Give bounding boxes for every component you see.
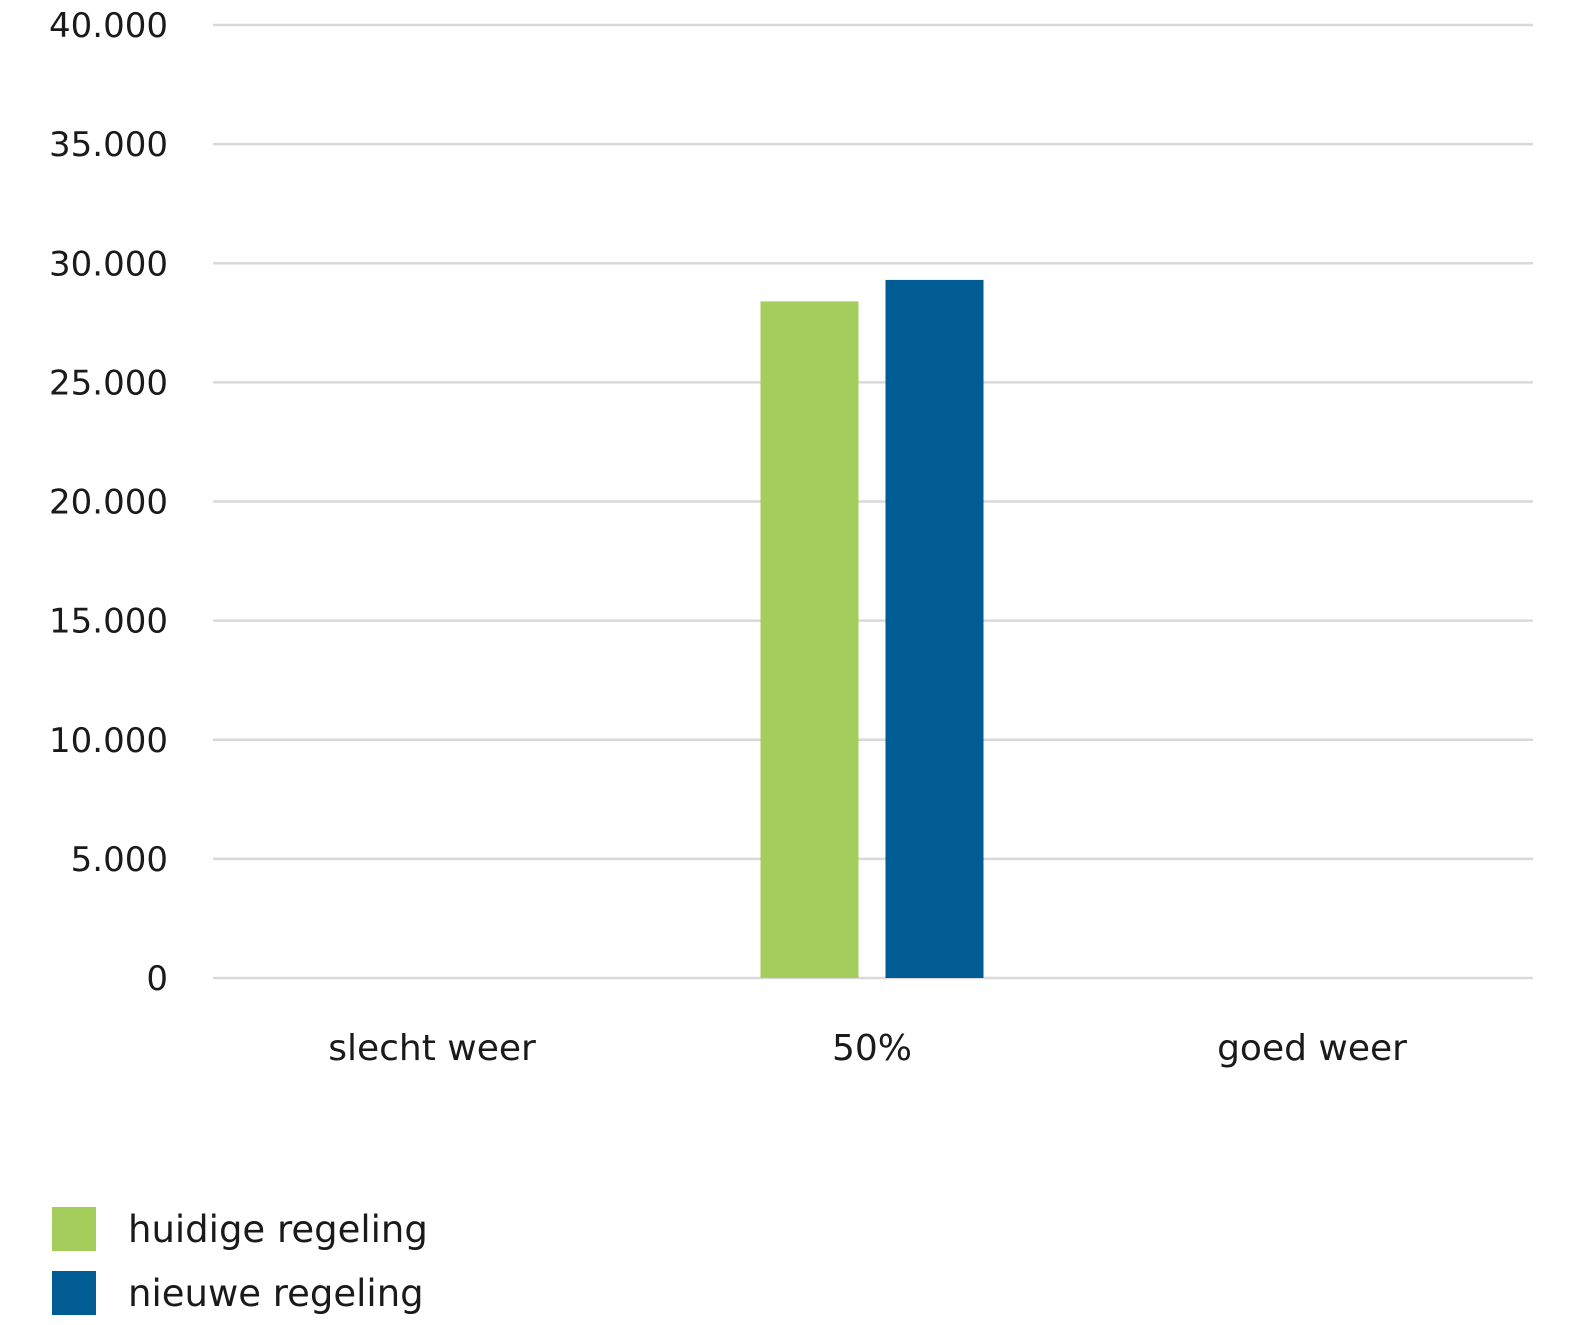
y-tick-label: 40.000 bbox=[49, 6, 168, 46]
y-tick-label: 20.000 bbox=[49, 483, 168, 523]
y-tick-label: 10.000 bbox=[49, 721, 168, 761]
y-tick-label: 5.000 bbox=[71, 840, 168, 880]
x-axis-category-labels: slecht weer 50% goed weer bbox=[328, 1028, 1407, 1069]
legend: huidige regeling nieuwe regeling bbox=[52, 1197, 428, 1325]
legend-item-huidige-regeling: huidige regeling bbox=[52, 1197, 428, 1261]
x-category-label: 50% bbox=[832, 1028, 912, 1069]
bar-chart: 0 5.000 10.000 15.000 20.000 25.000 30.000 35.0… bbox=[49, 6, 1533, 1069]
y-tick-label: 35.000 bbox=[49, 125, 168, 165]
legend-item-nieuwe-regeling: nieuwe regeling bbox=[52, 1261, 428, 1325]
y-tick-label: 30.000 bbox=[49, 244, 168, 284]
x-category-label: slecht weer bbox=[328, 1028, 536, 1069]
y-axis-tick-labels: 0 5.000 10.000 15.000 20.000 25.000 30.000 35.0… bbox=[49, 6, 168, 999]
legend-swatch-nieuwe-regeling bbox=[52, 1271, 96, 1315]
legend-label-huidige-regeling: huidige regeling bbox=[128, 1207, 428, 1251]
gridlines bbox=[213, 23, 1533, 980]
y-tick-label: 15.000 bbox=[49, 602, 168, 642]
legend-label-nieuwe-regeling: nieuwe regeling bbox=[128, 1271, 424, 1315]
y-tick-label: 25.000 bbox=[49, 363, 168, 403]
legend-swatch-huidige-regeling bbox=[52, 1207, 96, 1251]
bar-nieuwe-regeling-1 bbox=[885, 279, 984, 978]
x-category-label: goed weer bbox=[1217, 1028, 1407, 1069]
y-tick-label: 0 bbox=[146, 959, 168, 999]
bar-huidige-regeling-1 bbox=[760, 301, 859, 978]
bars bbox=[760, 279, 984, 978]
